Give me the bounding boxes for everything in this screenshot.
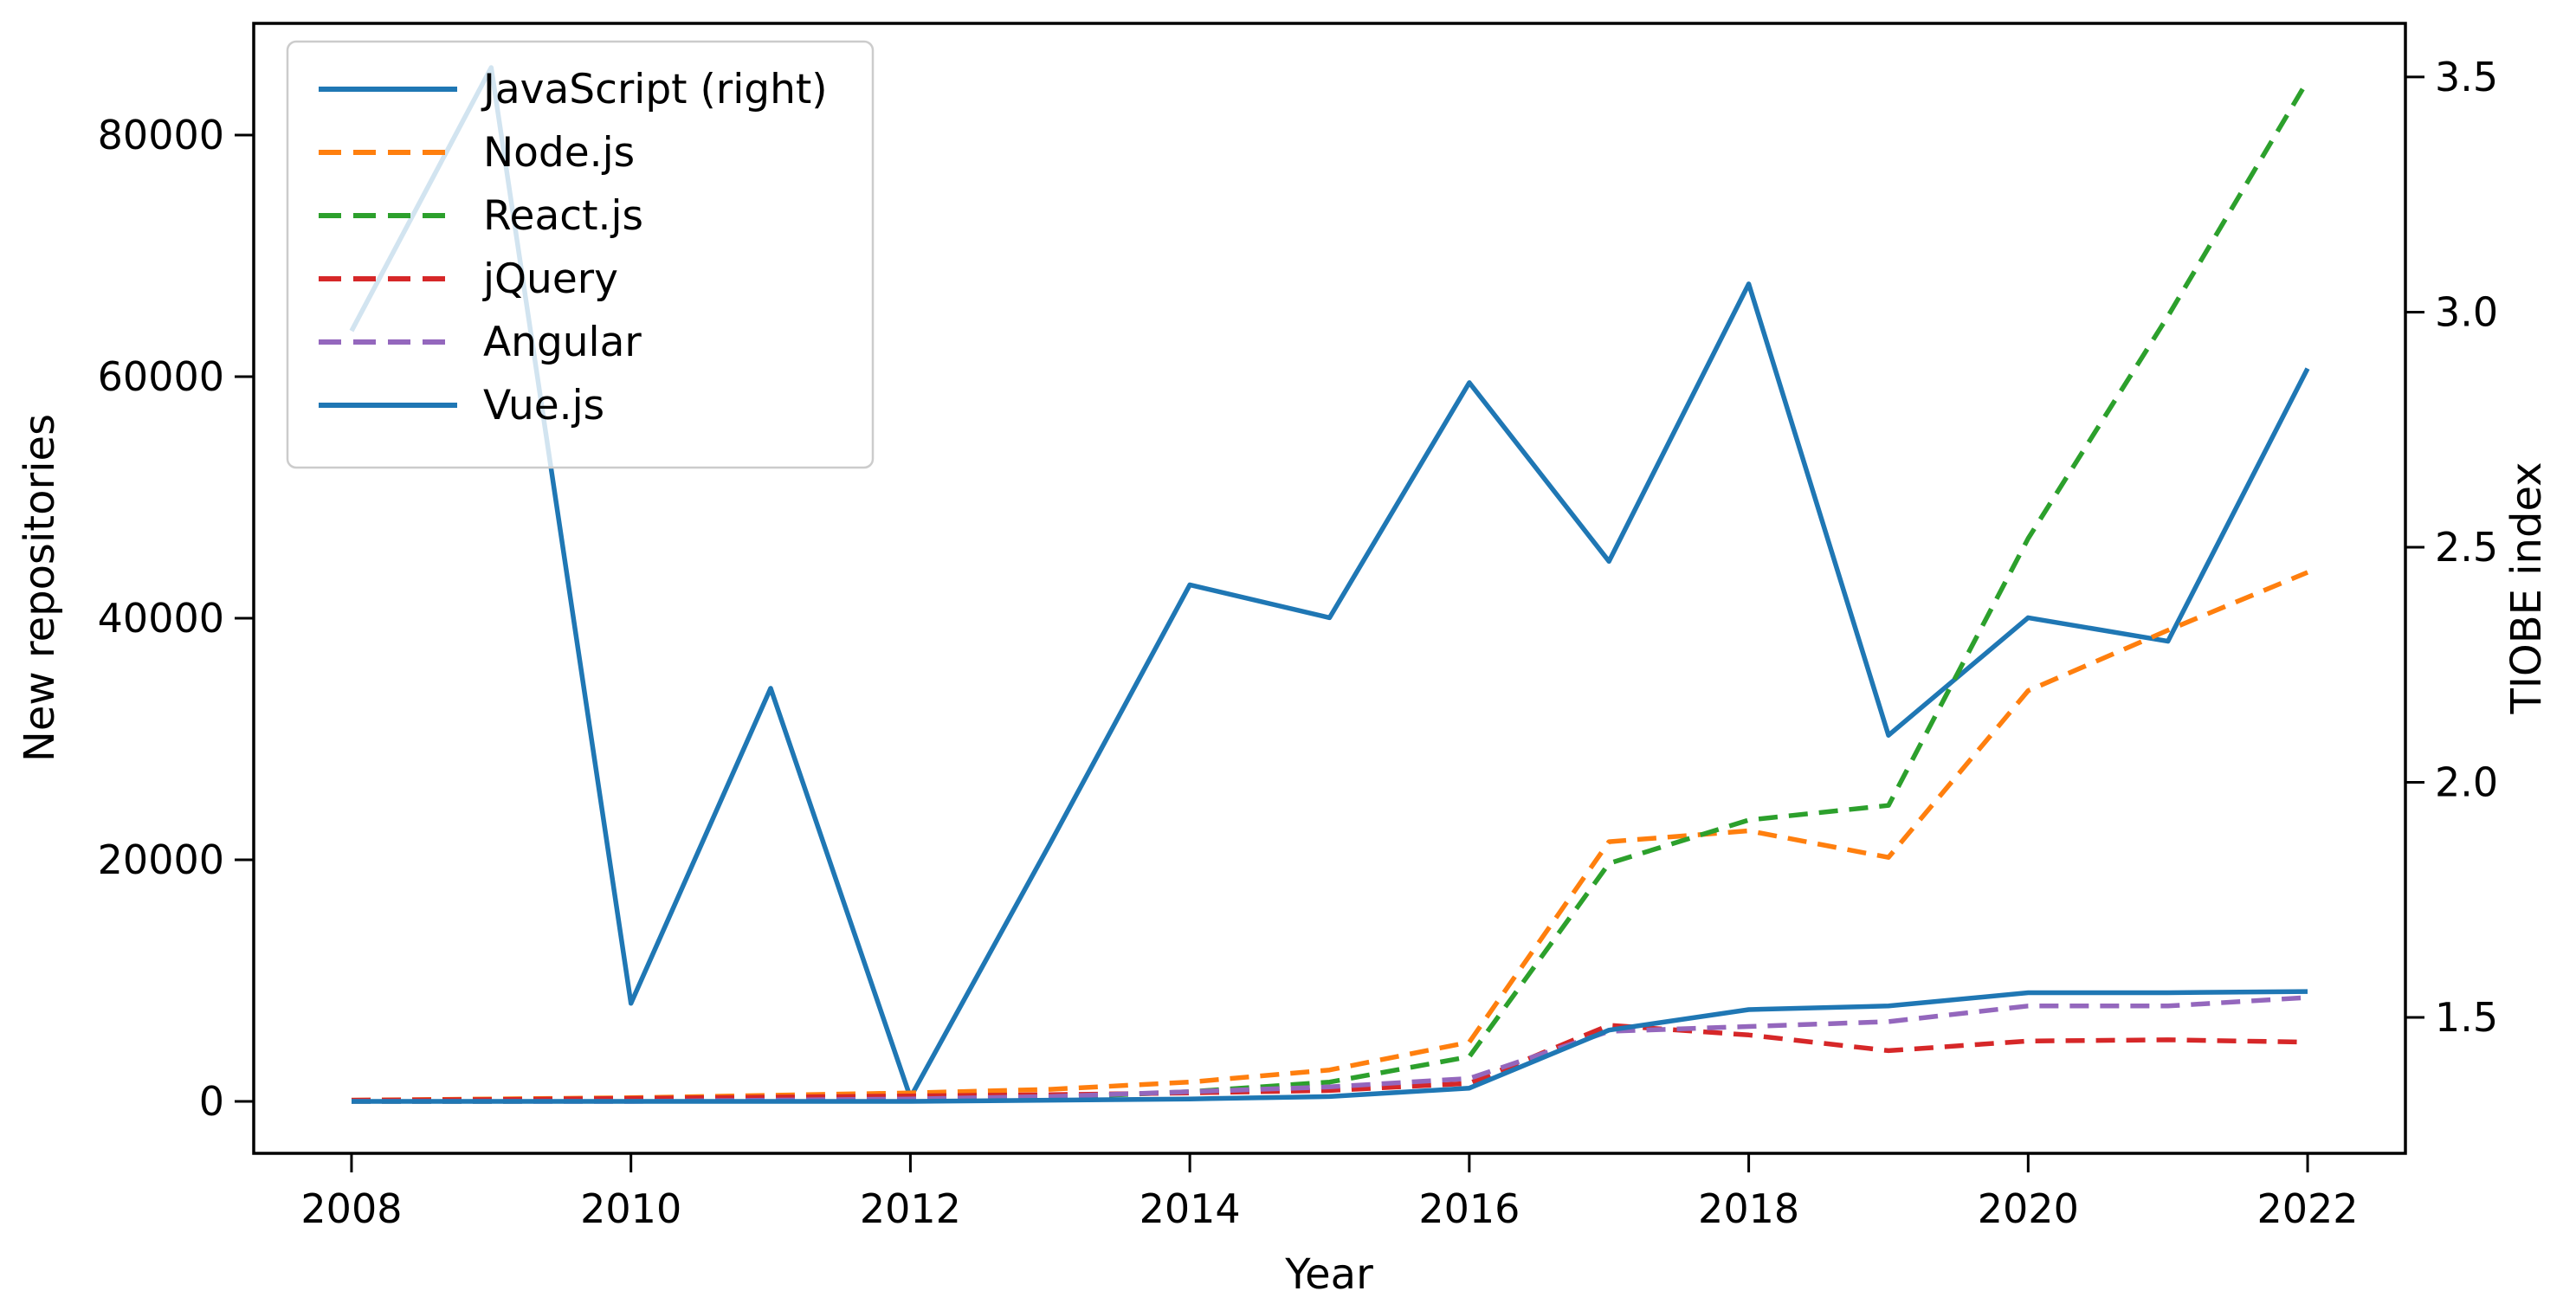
legend-label-jquery: jQuery <box>482 255 618 303</box>
legend-label-reactjs: React.js <box>483 192 643 240</box>
legend-label-vuejs: Vue.js <box>483 382 604 429</box>
y-left-tick-label: 20000 <box>98 836 224 883</box>
y-right-tick-label: 3.5 <box>2435 54 2498 100</box>
x-tick-label: 2014 <box>1140 1185 1241 1232</box>
legend: JavaScript (right) Node.js React.js jQue… <box>286 40 875 469</box>
series-line-reactjs <box>352 79 2310 1104</box>
ticks-layer: 2008 2010 2012 2014 2016 2018 2020 2022 0 20000 40… <box>98 54 2499 1232</box>
series-line-nodejs <box>351 570 2309 1103</box>
plot-area <box>252 22 2407 1155</box>
x-tick-label: 2010 <box>580 1185 681 1232</box>
series-line-javascript <box>349 65 2310 1101</box>
y-left-tick-label: 0 <box>199 1078 224 1125</box>
y-left-tick-label: 80000 <box>98 112 224 158</box>
y-right-tick-label: 2.5 <box>2435 524 2498 571</box>
y-right-tick-label: 1.5 <box>2435 994 2498 1041</box>
y-right-axis-label: TIOBE index <box>2502 462 2551 714</box>
series-line-angular <box>352 995 2308 1104</box>
x-tick-label: 2018 <box>1698 1185 1799 1232</box>
legend-label-javascript: JavaScript (right) <box>481 66 828 113</box>
legend-label-nodejs: Node.js <box>483 129 635 177</box>
y-left-tick-label: 40000 <box>98 595 224 642</box>
series-layer <box>349 65 2310 1104</box>
x-tick-label: 2016 <box>1418 1185 1520 1232</box>
legend-label-angular: Angular <box>483 319 642 366</box>
y-left-tick-label: 60000 <box>98 353 224 400</box>
x-tick-label: 2012 <box>860 1185 961 1232</box>
x-tick-label: 2020 <box>1978 1185 2079 1232</box>
series-line-vuejs <box>352 989 2308 1104</box>
series-line-jquery <box>351 1023 2308 1103</box>
x-axis-label: Year <box>1284 1250 1373 1299</box>
y-right-tick-label: 2.0 <box>2435 759 2498 806</box>
plot-frame <box>252 22 2407 1155</box>
x-tick-label: 2022 <box>2257 1185 2359 1232</box>
legend-box <box>286 40 875 469</box>
x-tick-label: 2008 <box>300 1185 402 1232</box>
y-right-tick-label: 3.0 <box>2435 288 2498 335</box>
y-left-axis-label: New repositories <box>16 414 64 762</box>
